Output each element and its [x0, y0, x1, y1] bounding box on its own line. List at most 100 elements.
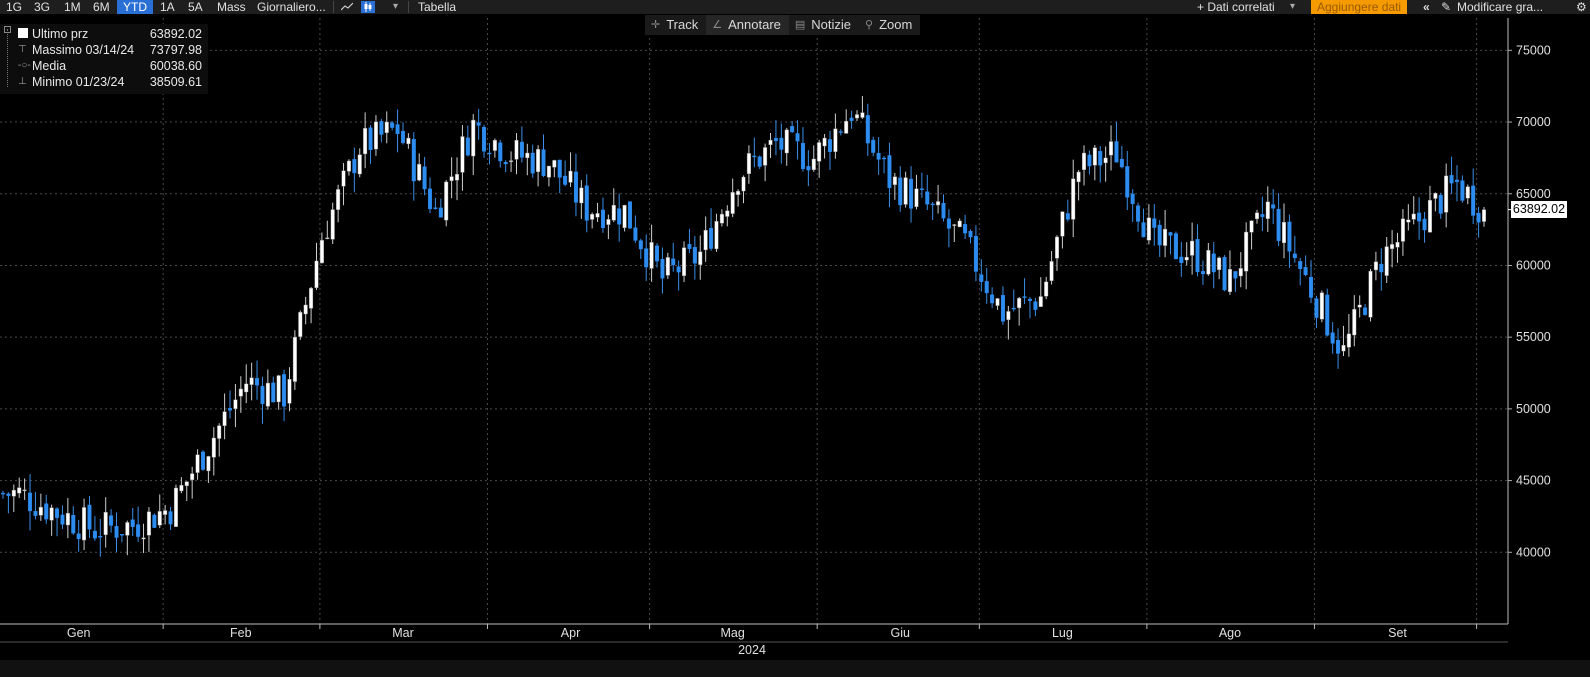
candle-body [49, 507, 54, 521]
candle-body [498, 142, 503, 162]
candle-body [373, 121, 378, 150]
legend-row-high[interactable]: ⊤ Massimo 03/14/24 73797.98 [0, 42, 208, 58]
candle-body [871, 139, 876, 153]
candle-body [141, 537, 146, 540]
candle-body [719, 213, 724, 224]
candle-body [968, 231, 973, 238]
edit-chart-button[interactable]: Modificare gra... [1457, 0, 1544, 14]
candle-body [784, 129, 789, 154]
period-max[interactable]: Mass [217, 0, 246, 14]
legend-row-average[interactable]: -○- Media 60038.60 [0, 58, 208, 74]
period-1m[interactable]: 1M [64, 0, 81, 14]
crosshair-icon: ✛ [651, 19, 661, 31]
legend-row-last[interactable]: Ultimo prz 63892.02 [0, 26, 208, 42]
candle-body [184, 481, 189, 486]
period-3g[interactable]: 3G [34, 0, 51, 14]
candle-body [1098, 151, 1103, 166]
candle-body [325, 237, 330, 239]
candle-body [1249, 220, 1254, 233]
candle-body [1427, 200, 1432, 233]
frequency-dropdown[interactable]: Giornaliero... [257, 0, 326, 14]
candle-body [952, 224, 957, 226]
period-1a[interactable]: 1A [160, 0, 175, 14]
candle-body [1368, 270, 1373, 318]
candle-body [168, 511, 173, 525]
candle-body [1157, 224, 1162, 246]
candle-body [600, 209, 605, 229]
candle-body [746, 153, 751, 174]
zoom-button[interactable]: ⚲ Zoom [859, 15, 920, 35]
collapse-icon[interactable]: « [1423, 0, 1430, 14]
candle-body [1298, 261, 1303, 269]
candle-body [1276, 208, 1281, 241]
line-chart-icon[interactable] [340, 1, 354, 13]
candle-body [173, 487, 178, 527]
candle-body [195, 454, 200, 473]
candle-body [179, 484, 184, 492]
candle-body [595, 213, 600, 218]
candle-body [568, 170, 573, 183]
x-month-label: Lug [1052, 626, 1073, 640]
candle-body [260, 385, 265, 405]
last-price-tag: 63892.02 [1511, 201, 1567, 219]
candle-body [1357, 304, 1362, 308]
candle-body [157, 511, 162, 526]
candle-body [1411, 213, 1416, 220]
candle-body [1206, 250, 1211, 275]
related-data-button[interactable]: + Dati correlati [1197, 0, 1275, 14]
annotate-label: Annotare [728, 17, 781, 32]
candle-body [238, 388, 243, 397]
period-6m[interactable]: 6M [93, 0, 110, 14]
candle-body [622, 205, 627, 228]
candle-body [390, 122, 395, 128]
legend-collapse-box[interactable] [4, 26, 11, 33]
candle-body [725, 210, 730, 217]
candlestick-icon[interactable] [361, 1, 375, 13]
candle-body [152, 514, 157, 528]
candle-body [644, 248, 649, 268]
candle-body [1282, 221, 1287, 244]
candle-body [265, 382, 270, 407]
annotate-button[interactable]: ∠ Annotare [706, 15, 789, 35]
candle-body [1422, 218, 1427, 231]
table-button[interactable]: Tabella [418, 0, 457, 14]
candle-body [1222, 256, 1227, 291]
candle-body [395, 124, 400, 134]
candle-body [1346, 333, 1351, 348]
legend-row-low[interactable]: ⊥ Minimo 01/23/24 38509.61 [0, 74, 208, 90]
candle-body [1384, 246, 1389, 276]
candle-body [676, 266, 681, 273]
candle-body [579, 187, 584, 204]
candle-body [1109, 141, 1114, 156]
period-5a[interactable]: 5A [188, 0, 203, 14]
candle-body [1271, 204, 1276, 209]
candle-body [460, 136, 465, 173]
high-marker-icon: ⊤ [18, 44, 27, 55]
candle-body [319, 240, 324, 264]
candle-body [817, 142, 822, 162]
track-button[interactable]: ✛ Track [645, 15, 706, 35]
candle-body [363, 128, 368, 155]
candle-body [303, 304, 308, 315]
candle-body [1352, 308, 1357, 336]
period-1g[interactable]: 1G [6, 0, 23, 14]
chart-type-caret[interactable]: ▾ [393, 1, 399, 12]
candle-body [114, 526, 119, 538]
related-data-caret[interactable]: ▾ [1290, 1, 1296, 12]
candle-body [768, 139, 773, 146]
candle-body [627, 201, 632, 229]
y-tick-label: 75000 [1516, 43, 1551, 57]
candle-body [1217, 257, 1222, 271]
pencil-icon[interactable]: ✎ [1441, 0, 1452, 14]
candle-body [833, 128, 838, 152]
candle-body [6, 493, 11, 496]
candle-body [190, 473, 195, 481]
period-ytd[interactable]: YTD [117, 0, 153, 14]
candle-body [865, 115, 870, 144]
gear-icon[interactable]: ⚙ [1576, 0, 1587, 14]
candle-body [309, 287, 314, 309]
candle-body [590, 214, 595, 220]
news-button[interactable]: ▤ Notizie [789, 15, 859, 35]
add-data-button[interactable]: Aggiungere dati [1311, 0, 1408, 14]
